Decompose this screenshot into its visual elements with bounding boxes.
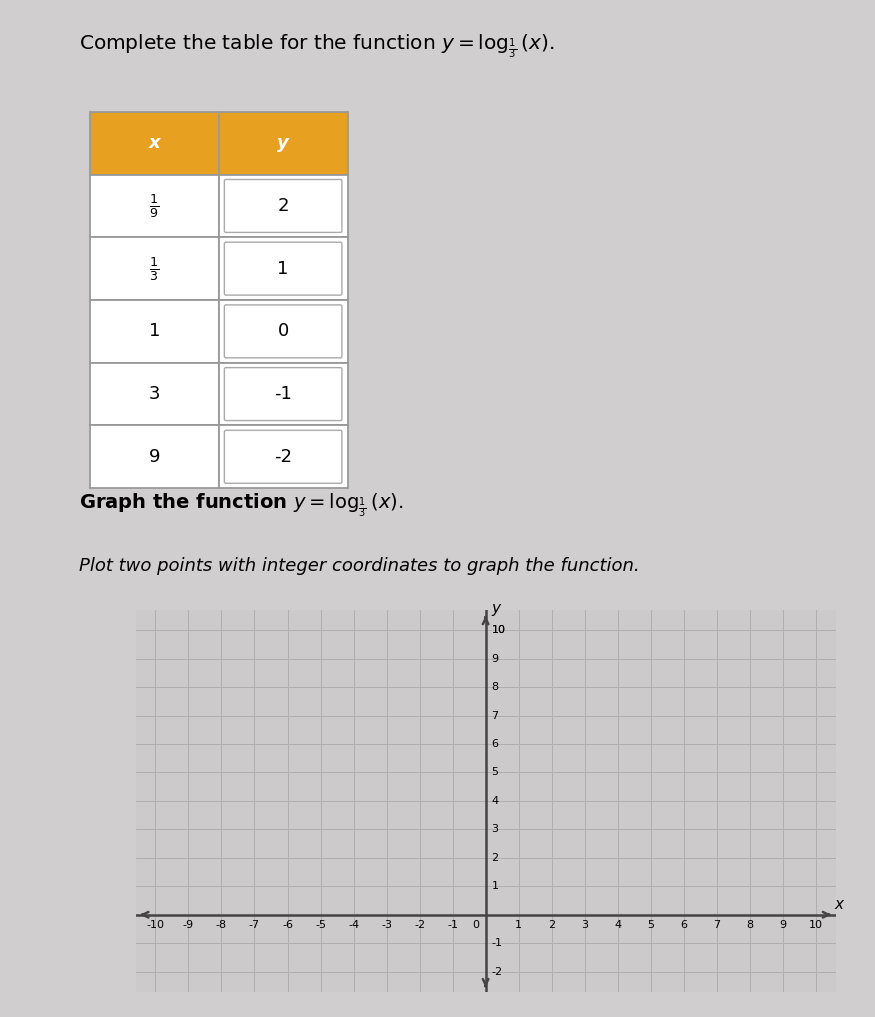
Text: x: x bbox=[835, 897, 844, 912]
Text: 7: 7 bbox=[713, 919, 720, 930]
Bar bbox=[90, 112, 219, 175]
Bar bbox=[90, 175, 219, 237]
Text: 6: 6 bbox=[680, 919, 687, 930]
Text: Plot two points with integer coordinates to graph the function.: Plot two points with integer coordinates… bbox=[79, 557, 640, 576]
Bar bbox=[219, 175, 347, 237]
Text: -2: -2 bbox=[414, 919, 425, 930]
Bar bbox=[90, 300, 219, 363]
Text: 0: 0 bbox=[277, 322, 289, 341]
Text: -5: -5 bbox=[315, 919, 326, 930]
Text: 2: 2 bbox=[548, 919, 556, 930]
Text: -2: -2 bbox=[492, 966, 503, 976]
Text: -1: -1 bbox=[492, 939, 502, 948]
Text: Graph the function $y = \log_{\frac{1}{3}}(x).$: Graph the function $y = \log_{\frac{1}{3… bbox=[79, 491, 403, 520]
Text: -1: -1 bbox=[274, 385, 292, 403]
Text: $\frac{1}{3}$: $\frac{1}{3}$ bbox=[150, 254, 159, 283]
Text: -10: -10 bbox=[146, 919, 164, 930]
Text: 5: 5 bbox=[492, 768, 499, 777]
FancyBboxPatch shape bbox=[224, 242, 342, 295]
Text: y: y bbox=[491, 601, 500, 616]
Bar bbox=[90, 425, 219, 488]
Text: 8: 8 bbox=[492, 682, 499, 692]
Text: -8: -8 bbox=[216, 919, 227, 930]
Text: 9: 9 bbox=[780, 919, 787, 930]
Text: 0: 0 bbox=[473, 919, 480, 930]
FancyBboxPatch shape bbox=[224, 305, 342, 358]
Text: 3: 3 bbox=[581, 919, 588, 930]
Text: 6: 6 bbox=[492, 739, 499, 749]
Bar bbox=[90, 237, 219, 300]
Text: 2: 2 bbox=[492, 853, 499, 862]
Text: 5: 5 bbox=[648, 919, 654, 930]
Text: -1: -1 bbox=[447, 919, 458, 930]
Bar bbox=[219, 112, 347, 175]
Bar bbox=[219, 237, 347, 300]
Text: 4: 4 bbox=[614, 919, 621, 930]
Text: -3: -3 bbox=[382, 919, 392, 930]
Text: -6: -6 bbox=[282, 919, 293, 930]
Bar bbox=[219, 300, 347, 363]
Text: 7: 7 bbox=[492, 711, 499, 720]
Bar bbox=[219, 425, 347, 488]
Text: $9$: $9$ bbox=[148, 447, 160, 466]
Text: $3$: $3$ bbox=[149, 385, 160, 403]
Bar bbox=[90, 363, 219, 425]
Text: 1: 1 bbox=[492, 882, 499, 891]
Text: 10: 10 bbox=[492, 625, 506, 636]
Text: 8: 8 bbox=[746, 919, 753, 930]
Text: $1$: $1$ bbox=[149, 322, 160, 341]
Text: 10: 10 bbox=[492, 625, 506, 636]
Text: 1: 1 bbox=[277, 259, 289, 278]
Text: 9: 9 bbox=[492, 654, 499, 663]
Text: Complete the table for the function $y = \log_{\frac{1}{3}}(x).$: Complete the table for the function $y =… bbox=[79, 32, 554, 60]
Text: x: x bbox=[149, 134, 160, 153]
Text: -7: -7 bbox=[248, 919, 260, 930]
Text: 3: 3 bbox=[492, 825, 499, 834]
FancyBboxPatch shape bbox=[224, 179, 342, 233]
Text: -9: -9 bbox=[183, 919, 194, 930]
Text: $\frac{1}{9}$: $\frac{1}{9}$ bbox=[150, 192, 159, 220]
Text: 2: 2 bbox=[277, 197, 289, 215]
FancyBboxPatch shape bbox=[224, 430, 342, 483]
Text: 10: 10 bbox=[808, 919, 822, 930]
Text: -4: -4 bbox=[348, 919, 359, 930]
Bar bbox=[219, 363, 347, 425]
Text: 1: 1 bbox=[515, 919, 522, 930]
Text: y: y bbox=[277, 134, 289, 153]
FancyBboxPatch shape bbox=[224, 367, 342, 421]
Text: 4: 4 bbox=[492, 796, 499, 805]
Text: -2: -2 bbox=[274, 447, 292, 466]
